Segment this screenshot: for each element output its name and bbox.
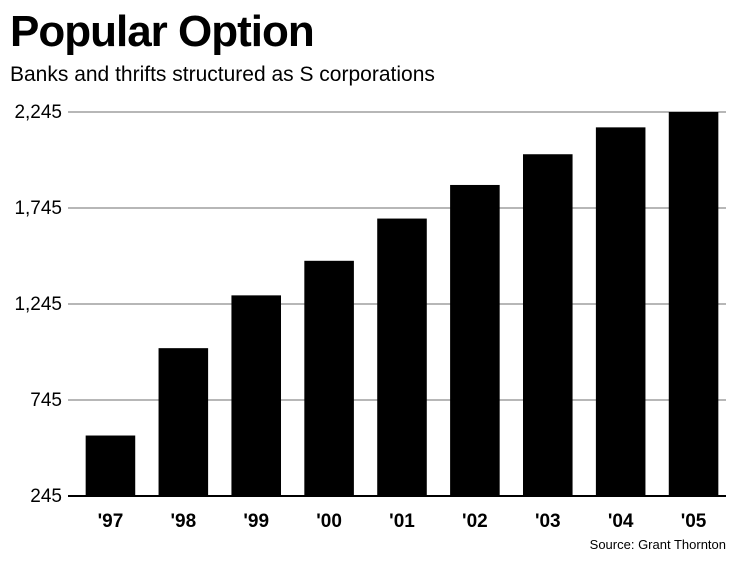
bar xyxy=(377,218,427,496)
bar xyxy=(231,295,282,496)
bar xyxy=(522,154,573,497)
chart-title: Popular Option xyxy=(10,7,315,56)
y-tick-label: 745 xyxy=(30,390,62,411)
x-tick-label: '02 xyxy=(462,511,488,532)
bar xyxy=(304,260,354,496)
bars xyxy=(85,112,719,497)
y-axis: 245 745 1,245 1,745 2,245 xyxy=(14,102,62,507)
y-tick-label: 1,745 xyxy=(14,198,62,219)
bar xyxy=(85,435,136,496)
bar xyxy=(450,184,500,496)
x-axis: '97 '98 '99 '00 '01 '02 '03 '04 '05 xyxy=(68,495,726,532)
bar xyxy=(158,348,209,496)
x-tick-label: '01 xyxy=(389,511,415,532)
y-tick-label: 245 xyxy=(30,486,62,507)
x-tick-label: '03 xyxy=(535,511,561,532)
y-tick-label: 2,245 xyxy=(14,102,62,123)
source-note: Source: Grant Thornton xyxy=(589,537,726,552)
x-tick-label: '97 xyxy=(98,511,124,532)
bar xyxy=(595,127,646,497)
bar xyxy=(668,112,719,496)
x-tick-label: '04 xyxy=(608,511,634,532)
x-tick-label: '99 xyxy=(243,511,269,532)
x-tick-label: '00 xyxy=(316,511,342,532)
y-tick-label: 1,245 xyxy=(14,294,62,315)
x-tick-label: '98 xyxy=(171,511,197,532)
chart-subtitle: Banks and thrifts structured as S corpor… xyxy=(10,63,435,86)
x-tick-label: '05 xyxy=(681,511,707,532)
